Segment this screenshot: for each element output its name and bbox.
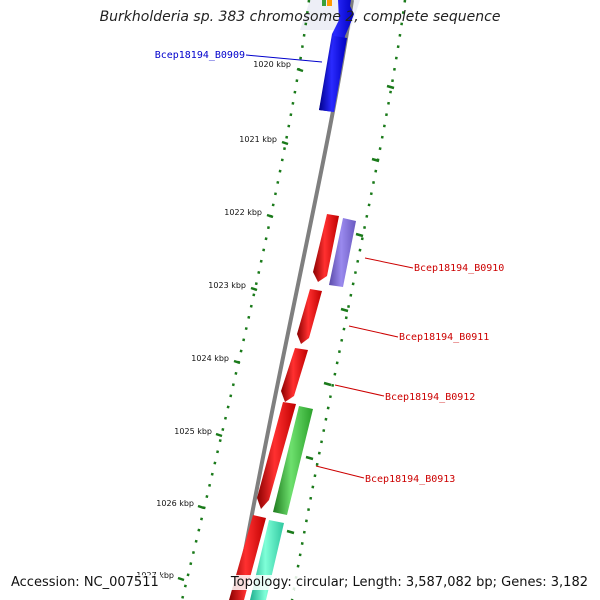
tick-mark bbox=[296, 67, 304, 73]
tick-mark bbox=[250, 286, 258, 292]
gene-arrow-b0913[interactable] bbox=[257, 402, 296, 509]
tick-mark bbox=[371, 157, 380, 163]
gene-arrow-b0911[interactable] bbox=[297, 289, 322, 344]
tick-mark bbox=[215, 432, 223, 438]
tick-label: 1021 kbp bbox=[239, 135, 277, 144]
tick-mark bbox=[266, 213, 274, 219]
tick-mark bbox=[386, 84, 395, 90]
gene-label-b0911[interactable]: Bcep18194_B0911 bbox=[399, 332, 489, 343]
gene-feature-top-green bbox=[322, 0, 326, 6]
tick-label: 1020 kbp bbox=[253, 60, 291, 69]
accession-text: Accession: NC_007511 bbox=[9, 575, 161, 590]
gene-arrow-purple[interactable] bbox=[329, 218, 356, 287]
gene-label-b0910[interactable]: Bcep18194_B0910 bbox=[414, 263, 504, 274]
leader-line-b0910 bbox=[364, 257, 414, 269]
map-title: Burkholderia sp. 383 chromosome 2, compl… bbox=[99, 9, 501, 25]
tick-label: 1022 kbp bbox=[224, 208, 262, 217]
gene-arrow-green[interactable] bbox=[273, 406, 313, 515]
tick-mark bbox=[177, 576, 185, 582]
leader-line-b0913 bbox=[315, 465, 365, 479]
leader-line-b0911 bbox=[348, 325, 399, 338]
tick-mark bbox=[286, 529, 295, 535]
gene-label-b0912[interactable]: Bcep18194_B0912 bbox=[385, 392, 475, 403]
gene-label-b0913[interactable]: Bcep18194_B0913 bbox=[365, 474, 455, 485]
tick-mark bbox=[355, 232, 364, 238]
gene-arrow-b0912[interactable] bbox=[281, 348, 308, 402]
major-ticks-left bbox=[177, 67, 304, 582]
tick-mark bbox=[305, 455, 314, 461]
tick-mark bbox=[281, 140, 289, 146]
tick-label: 1024 kbp bbox=[191, 354, 229, 363]
leader-line-b0909 bbox=[245, 54, 323, 63]
gene-arrow-blue-inner[interactable] bbox=[319, 36, 347, 112]
tick-label: 1026 kbp bbox=[156, 499, 194, 508]
tick-mark bbox=[197, 504, 205, 510]
gene-arrow-b0910[interactable] bbox=[313, 214, 339, 282]
tick-label: 1025 kbp bbox=[174, 427, 212, 436]
tick-mark bbox=[323, 381, 332, 387]
leader-line-b0912 bbox=[334, 384, 385, 397]
gene-feature-top-orange bbox=[327, 0, 332, 6]
topology-info-text: Topology: circular; Length: 3,587,082 bp… bbox=[228, 575, 590, 590]
scale-dots-left bbox=[180, 0, 311, 600]
tick-mark bbox=[340, 307, 349, 313]
major-ticks-right bbox=[286, 84, 395, 535]
tick-label: 1023 kbp bbox=[208, 281, 246, 290]
gene-label-b0909[interactable]: Bcep18194_B0909 bbox=[155, 50, 245, 61]
tick-mark bbox=[233, 359, 241, 365]
